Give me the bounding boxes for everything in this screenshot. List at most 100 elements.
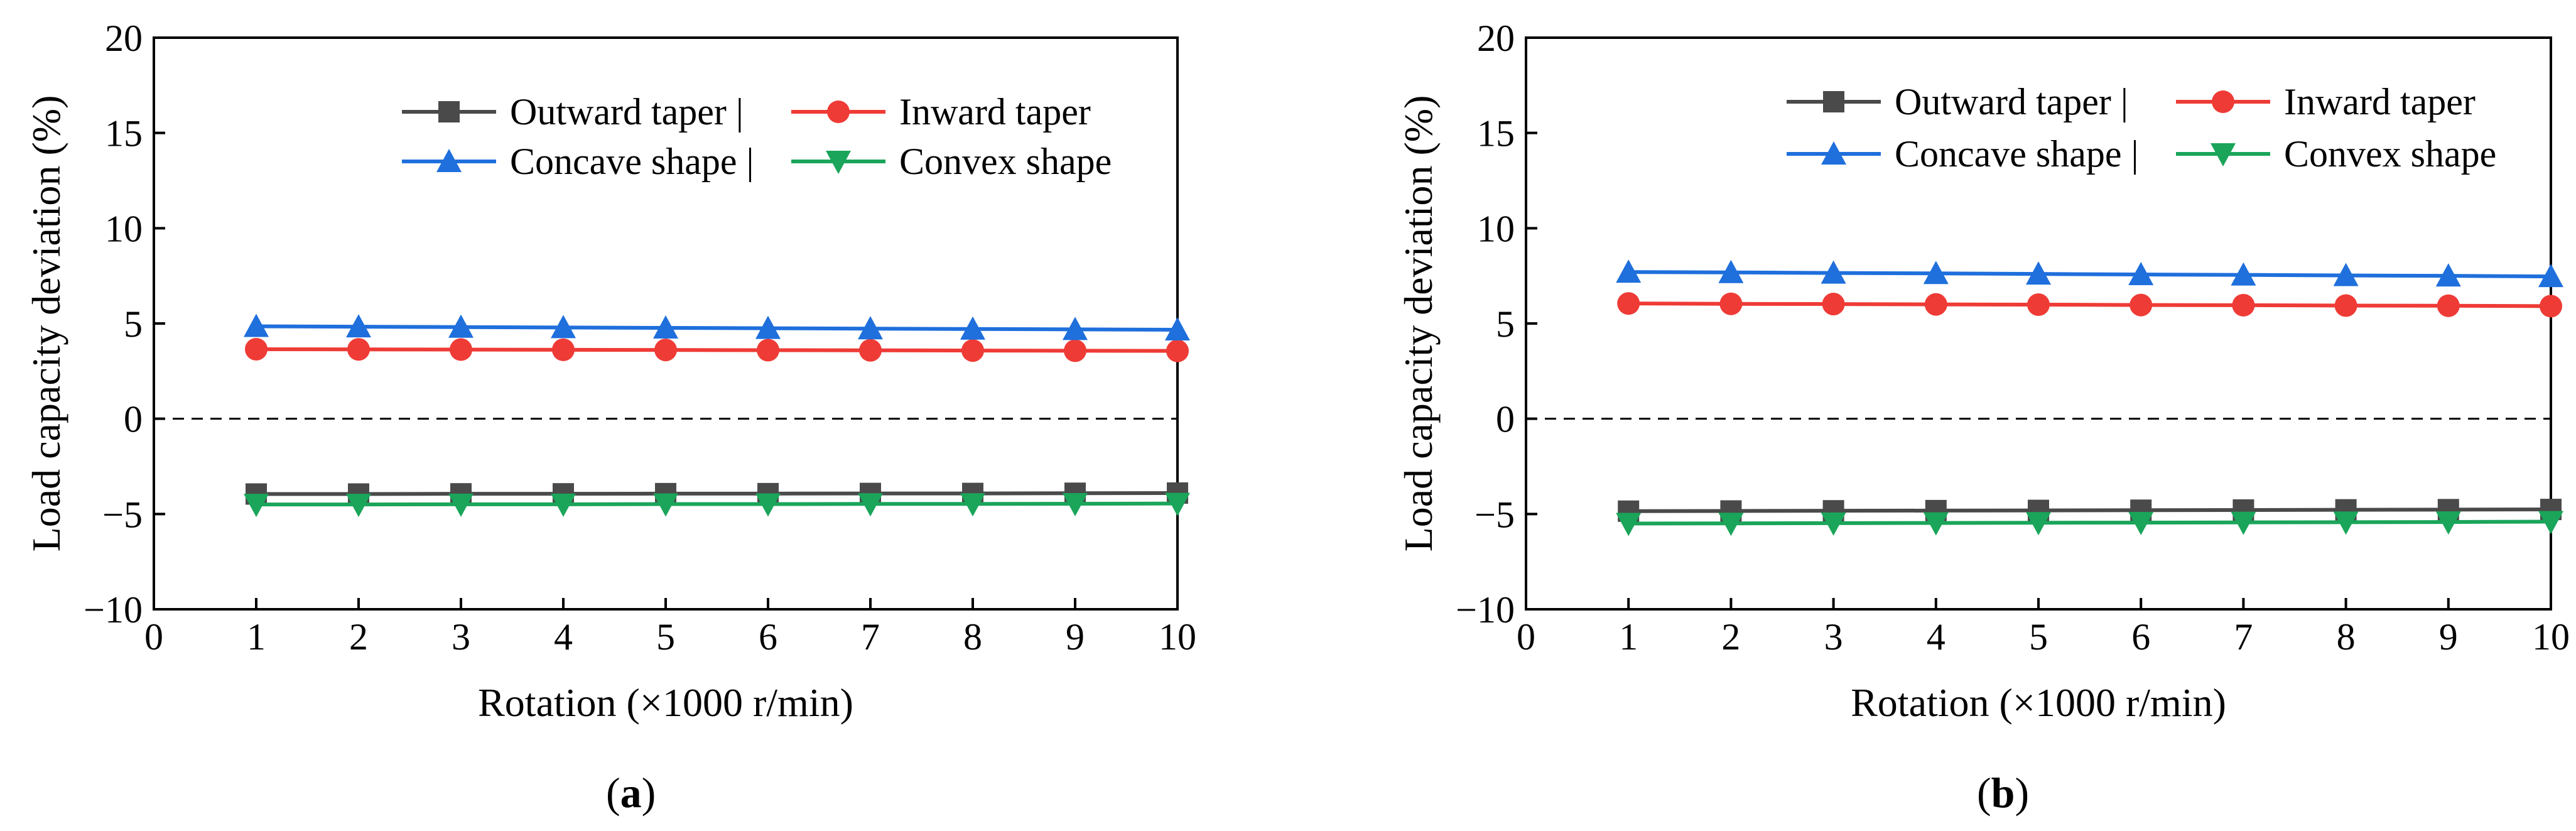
legend-marker — [2211, 143, 2236, 166]
legend-marker — [1823, 91, 1844, 112]
x-tick-label: 10 — [2532, 616, 2570, 658]
legend-entry: Outward taper | — [402, 91, 744, 133]
legend-entry: Inward taper — [791, 91, 1091, 133]
data-point — [244, 494, 269, 518]
y-tick-label: 0 — [124, 399, 143, 440]
panel-label: (a) — [606, 769, 656, 817]
data-point — [960, 493, 985, 517]
data-point — [1165, 492, 1190, 516]
x-tick-label: 6 — [2131, 616, 2150, 658]
data-point — [1165, 317, 1190, 341]
data-point — [552, 338, 575, 361]
data-point — [1617, 292, 1640, 315]
data-point — [2026, 261, 2051, 285]
data-point — [450, 338, 472, 361]
data-point — [2026, 512, 2051, 536]
x-tick-label: 8 — [963, 616, 982, 658]
x-tick-label: 10 — [1159, 616, 1196, 658]
legend-label: Concave shape | — [1895, 133, 2139, 175]
data-point — [654, 339, 677, 362]
y-tick-label: −10 — [84, 589, 143, 631]
panel-label-close: ) — [2015, 769, 2029, 817]
data-point — [2128, 262, 2154, 286]
data-point — [448, 314, 474, 338]
data-point — [2231, 262, 2256, 286]
data-point — [653, 315, 678, 339]
legend-label: Inward taper — [2284, 81, 2476, 122]
y-tick-label: 0 — [1496, 399, 1515, 440]
panel-label-open: ( — [1977, 769, 1991, 817]
y-axis-title: Load capacity deviation (%) — [1396, 95, 1441, 552]
data-point — [2130, 293, 2153, 317]
data-point — [1166, 339, 1189, 362]
data-point — [2231, 511, 2256, 535]
y-tick-label: 5 — [124, 303, 143, 345]
data-point — [755, 315, 781, 339]
data-point — [858, 493, 883, 517]
data-point — [1718, 259, 1744, 283]
data-point — [2333, 263, 2359, 286]
data-point — [2333, 511, 2359, 535]
legend-entry: Concave shape | — [1787, 133, 2139, 175]
data-point — [1064, 339, 1086, 362]
series-line — [1628, 519, 2552, 526]
y-tick-label: −5 — [102, 494, 143, 535]
legend-entry: Inward taper — [2176, 81, 2476, 122]
data-point — [653, 493, 678, 517]
data-point — [245, 337, 268, 361]
legend-entry: Outward taper | — [1787, 81, 2128, 122]
data-point — [961, 339, 984, 362]
data-point — [757, 339, 779, 362]
legend-entry: Convex shape — [2176, 133, 2496, 175]
series-line — [1628, 301, 2552, 308]
legend-label: Convex shape — [2284, 133, 2496, 175]
data-point — [2540, 295, 2562, 318]
series-2 — [244, 313, 1190, 341]
legend-marker — [826, 151, 851, 174]
data-point — [2435, 263, 2461, 287]
legend-entry: Concave shape | — [402, 141, 754, 182]
x-tick-label: 4 — [554, 616, 573, 658]
panel-label-letter: b — [1991, 769, 2015, 817]
x-tick-label: 5 — [656, 616, 675, 658]
data-point — [1821, 512, 1846, 536]
data-point — [2437, 294, 2460, 317]
x-axis-title: Rotation (×1000 r/min) — [478, 680, 853, 725]
x-tick-label: 0 — [1517, 616, 1535, 658]
x-tick-label: 6 — [759, 616, 777, 658]
x-tick-label: 2 — [349, 616, 368, 658]
legend: Outward taper | Inward taper Concave shape… — [1787, 81, 2496, 175]
data-point — [2334, 294, 2357, 317]
legend-label: Inward taper — [899, 91, 1091, 133]
data-point — [551, 315, 576, 339]
data-point — [2538, 264, 2563, 288]
data-point — [551, 493, 576, 517]
series-2 — [1616, 259, 2563, 288]
y-tick-label: 5 — [1496, 303, 1515, 345]
series-line — [1628, 508, 2552, 513]
y-tick-label: −5 — [1475, 494, 1515, 535]
series-line — [256, 324, 1178, 332]
data-point — [1924, 293, 1947, 316]
data-point — [244, 313, 269, 337]
x-tick-label: 7 — [2234, 616, 2253, 658]
series-line — [256, 491, 1178, 496]
x-tick-label: 1 — [1619, 616, 1638, 658]
legend-label: Concave shape | — [510, 141, 754, 182]
y-tick-label: 10 — [1477, 208, 1515, 249]
legend-label: Outward taper | — [1895, 81, 2128, 122]
legend-label: Convex shape — [899, 141, 1112, 182]
y-tick-label: −10 — [1456, 589, 1515, 631]
data-point — [755, 493, 781, 517]
data-point — [1063, 492, 1088, 516]
data-point — [1923, 261, 1949, 285]
chart-panel-b: −10 −5 0 5 10 15 20 0 1 2 3 4 5 6 7 8 9 10 Rotation (×1000… — [1396, 18, 2570, 817]
data-point — [1616, 259, 1642, 283]
legend-marker — [827, 100, 850, 123]
series-0 — [246, 482, 1188, 505]
data-point — [1616, 513, 1642, 536]
legend-marker — [2212, 90, 2234, 113]
legend: Outward taper | Inward taper Concave shape… — [402, 91, 1112, 182]
y-tick-label: 15 — [1477, 113, 1515, 155]
